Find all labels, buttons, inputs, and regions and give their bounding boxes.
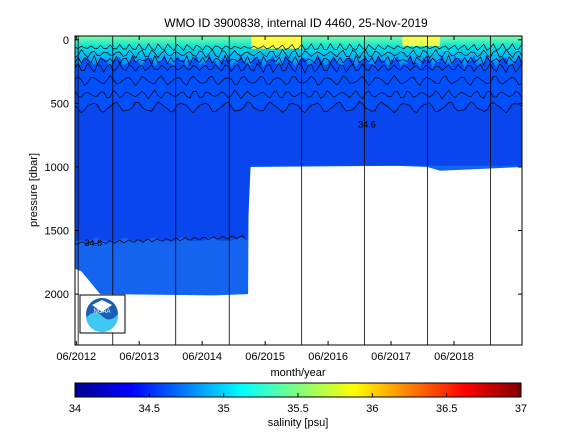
contour-line [74,48,523,59]
colorbar-tick-label: 34 [69,403,81,415]
x-tick-label: 06/2012 [56,351,96,363]
plot-area: 34.6 34.6 [74,35,523,346]
contour-label: 34.6 [84,238,102,248]
colorbar-tick-label: 35 [218,403,230,415]
contour-line [74,42,523,52]
noaa-logo: NOAA [79,294,126,334]
y-tick-label: 2000 [45,289,69,301]
y-axis: 0 500 1000 1500 2000 [45,35,522,301]
x-tick-label: 06/2014 [182,351,222,363]
x-tick-label: 06/2017 [371,351,411,363]
contour-line [74,101,523,114]
high-salinity-patch-2 [402,36,441,47]
contour-line [74,89,523,100]
colorbar-tick-label: 36 [366,403,378,415]
chart-title: WMO ID 3900838, internal ID 4460, 25-Nov… [164,16,428,30]
x-tick-label: 06/2013 [119,351,159,363]
contour-line [74,74,523,87]
x-axis-label: month/year [270,367,325,379]
y-axis-label: pressure [dbar] [28,153,40,227]
y-tick-label: 1500 [45,226,69,238]
y-tick-label: 0 [63,35,69,47]
colorbar-tick-label: 35.5 [287,403,308,415]
y-tick-label: 1000 [45,162,69,174]
contour-line [74,61,523,74]
colorbar-tick-label: 37 [515,403,527,415]
colorbar-tick-label: 34.5 [139,403,160,415]
colorbar-label: salinity [psu] [268,417,329,429]
year-separators [77,36,491,345]
colorbar-ticks: 34 34.5 35 35.5 36 36.5 37 [69,393,527,415]
y-tick-label: 500 [51,98,69,110]
plot-frame [74,35,523,346]
high-salinity-patch [251,36,302,49]
colorbar-tick-label: 36.5 [436,403,457,415]
x-tick-label: 06/2018 [434,351,474,363]
colorbar: 34 34.5 35 35.5 36 36.5 37 salinity [psu] [69,382,527,429]
x-axis: 06/2012 06/2013 06/2014 06/2015 06/2016 06/20… [56,36,474,363]
x-tick-label: 06/2015 [245,351,285,363]
x-tick-label: 06/2016 [308,351,348,363]
contour-label: 34.6 [358,120,376,130]
svg-text:NOAA: NOAA [93,309,110,315]
contour-lines [74,42,523,246]
contour-line [74,235,246,246]
